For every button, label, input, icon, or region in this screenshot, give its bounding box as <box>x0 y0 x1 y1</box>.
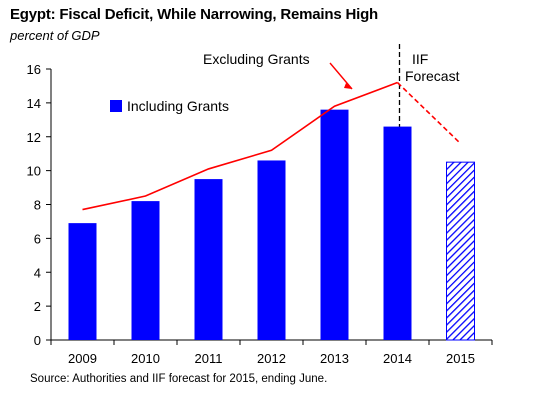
x-tick-label: 2013 <box>320 351 349 366</box>
bar-series <box>68 109 475 341</box>
x-tick-label: 2009 <box>68 351 97 366</box>
bar <box>320 109 349 341</box>
x-tick-label: 2010 <box>131 351 160 366</box>
source-note: Source: Authorities and IIF forecast for… <box>30 373 328 385</box>
y-tick-label: 16 <box>27 62 41 77</box>
line-label-excluding-grants: Excluding Grants <box>203 51 310 67</box>
y-tick-label: 0 <box>34 333 41 348</box>
y-tick-label: 14 <box>27 96 41 111</box>
line-series <box>82 81 462 211</box>
y-tick-label: 4 <box>34 265 41 280</box>
annotations: Including Grants Excluding Grants IIF Fo… <box>110 51 460 114</box>
y-tick-label: 12 <box>27 130 41 145</box>
excluding-grants-forecast-line <box>396 81 462 145</box>
y-tick-label: 8 <box>34 198 41 213</box>
chart-title: Egypt: Fiscal Deficit, While Narrowing, … <box>10 6 378 23</box>
y-tick-label: 2 <box>34 299 41 314</box>
forecast-label-line2: Forecast <box>405 68 460 84</box>
y-tick-label: 6 <box>34 231 41 246</box>
x-tick-label: 2015 <box>446 351 475 366</box>
x-tick-label: 2014 <box>383 351 412 366</box>
bar <box>194 179 223 340</box>
bar <box>131 201 160 340</box>
y-tick-label: 10 <box>27 164 41 179</box>
axis-labels: 0 2 4 6 8 10 12 14 16 2009 2010 2011 2012 2013 2014 201… <box>27 62 475 366</box>
x-tick-label: 2011 <box>195 351 223 366</box>
legend-swatch-including-grants <box>110 100 122 112</box>
label-arrow-head <box>344 83 352 89</box>
excluding-grants-line <box>82 81 398 211</box>
bar <box>257 160 286 340</box>
chart-subtitle: percent of GDP <box>10 28 100 43</box>
x-tick-label: 2012 <box>257 351 286 366</box>
forecast-label-line1: IIF <box>412 51 428 67</box>
bar-forecast <box>446 161 475 341</box>
label-arrow-shaft <box>329 62 353 90</box>
bar <box>68 223 97 340</box>
bar <box>383 126 412 341</box>
legend-label-including-grants: Including Grants <box>127 98 229 114</box>
